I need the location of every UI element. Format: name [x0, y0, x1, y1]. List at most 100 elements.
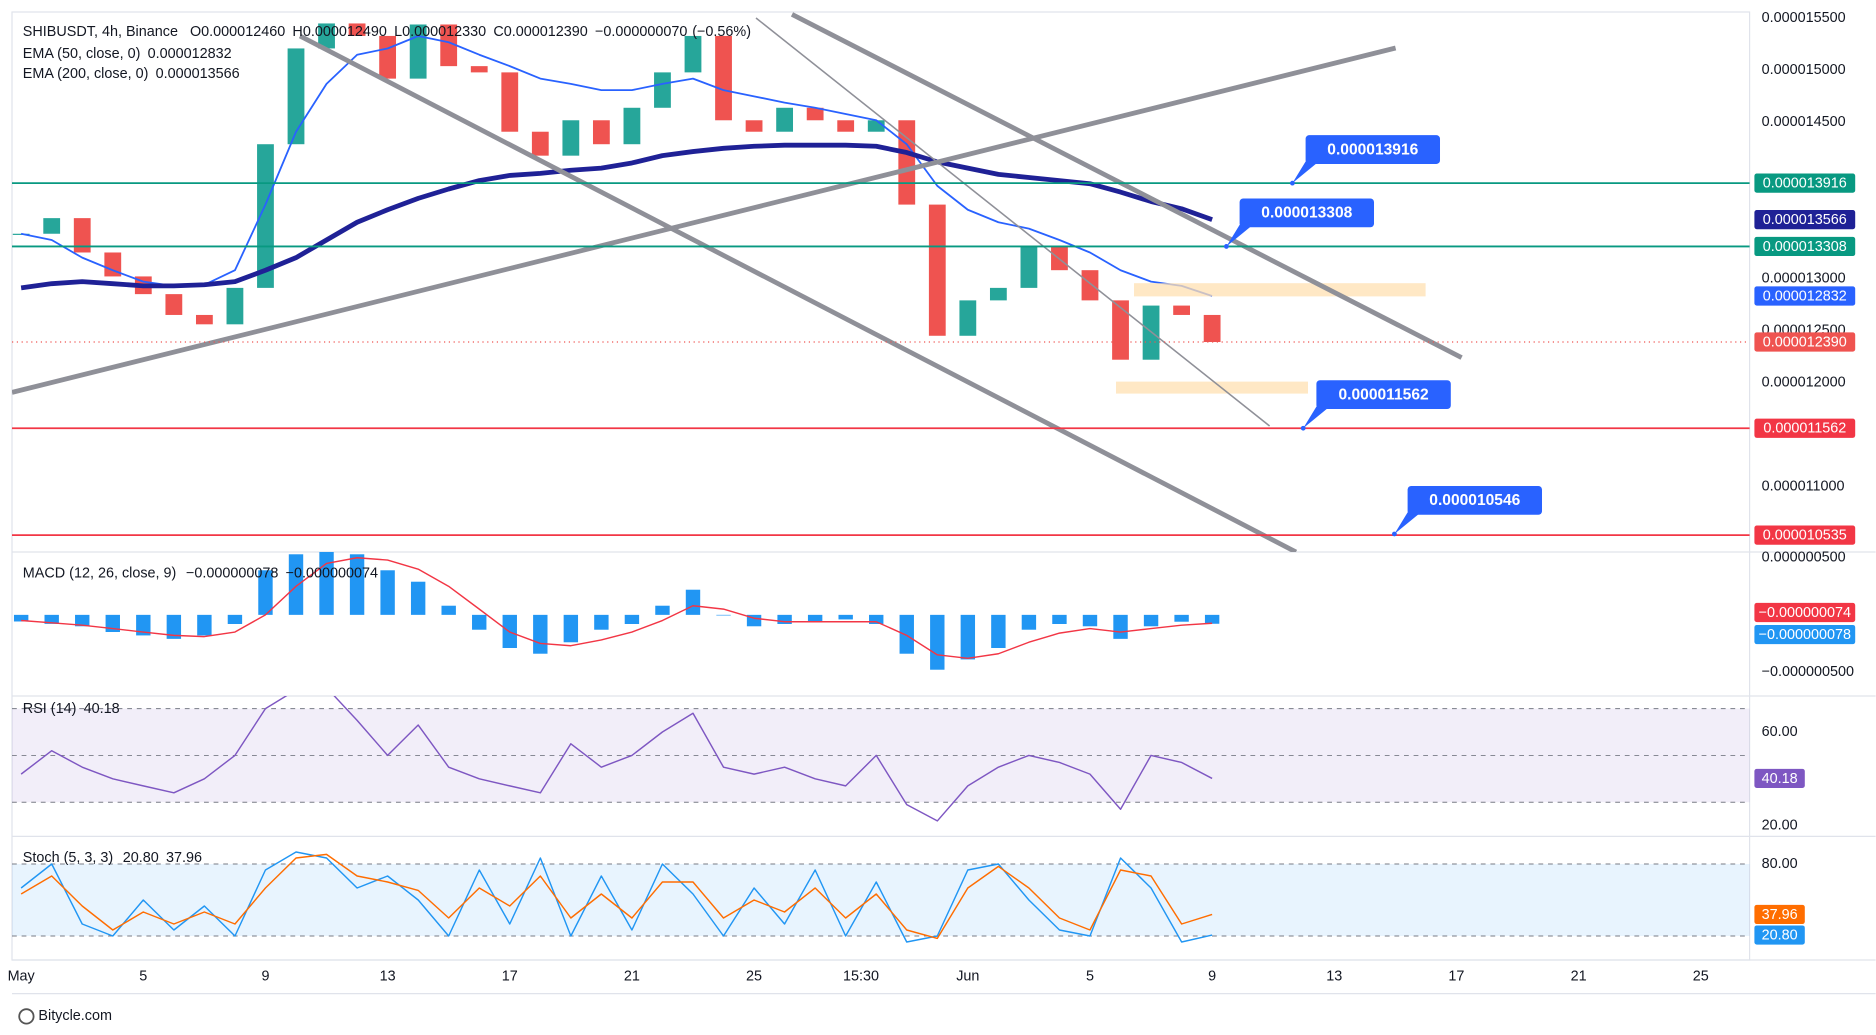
candle: [287, 48, 305, 145]
candle: [1020, 246, 1038, 288]
x-tick-label: 17: [1448, 969, 1464, 985]
macd-bar: [1082, 614, 1098, 627]
macd-bar: [533, 614, 548, 654]
price-tag: [1754, 904, 1805, 925]
macd-bar: [685, 589, 701, 615]
price-tag-text: 0.000013566: [1763, 212, 1847, 228]
macd-bar: [899, 614, 914, 654]
macd-bar: [624, 614, 640, 624]
callout-box: [1316, 380, 1451, 410]
candle: [1173, 305, 1190, 315]
macd-bar: [1174, 614, 1189, 622]
callout-box: [1407, 485, 1543, 515]
stoch-k-line: [20, 851, 1213, 943]
candle: [104, 252, 122, 277]
ema-line: [20, 35, 1213, 297]
macd-bar: [655, 605, 670, 615]
candle: [684, 35, 702, 73]
price-tag-text: 0.000011562: [1763, 421, 1846, 437]
macd-bar: [1021, 614, 1037, 630]
price-tag-text: 0.000013308: [1763, 239, 1847, 255]
legend-text: 0.000012330: [402, 24, 486, 40]
macd-bar: [288, 554, 304, 615]
legend-text: 0.000012832: [148, 46, 232, 62]
price-tag: [1754, 236, 1856, 257]
drawings: [12, 12, 1463, 552]
legend-text: −0.000000070: [595, 24, 687, 40]
candle: [959, 300, 977, 336]
callout-text: 0.000013916: [1327, 141, 1418, 158]
candle: [501, 72, 519, 132]
footer: Bitycle.com: [18, 1008, 112, 1025]
legend-text: −0.000000074: [286, 565, 378, 581]
macd-bar: [746, 614, 762, 627]
candle: [165, 294, 183, 315]
y-tick-label: 0.000011000: [1762, 479, 1845, 495]
price-tag-text: 40.18: [1762, 771, 1798, 787]
y-tick-label: 0.000014500: [1762, 114, 1846, 130]
callout-text: 0.000011562: [1339, 386, 1430, 403]
candle: [73, 218, 91, 253]
ema-line: [20, 142, 1213, 291]
y-tick-label: 0.000015500: [1762, 10, 1846, 26]
legend-text: H: [292, 24, 302, 40]
logo: [18, 1008, 35, 1025]
price-tag: [1754, 525, 1856, 545]
x-tick-label: 9: [261, 969, 269, 985]
callout-anchor: [1224, 244, 1229, 249]
candle: [562, 120, 580, 156]
legend-text: (−0.56%): [692, 24, 751, 40]
candle: [867, 120, 885, 132]
macd-bar: [716, 614, 731, 616]
x-tick-label: 21: [1571, 969, 1587, 985]
labels: 0.000013916 0.000013916 0.000013308 0.00001…: [23, 24, 1856, 945]
price-tag-text: 20.80: [1762, 927, 1798, 943]
macd-bar: [1204, 614, 1220, 624]
x-tick-label: 15:30: [843, 969, 879, 985]
macd-bar: [807, 614, 823, 622]
macd-bar: [349, 554, 365, 615]
candle: [654, 72, 671, 108]
macd-bar: [44, 614, 59, 624]
trendline: [755, 17, 1271, 427]
callout-anchor: [1290, 180, 1295, 186]
support-zone: [1116, 381, 1309, 394]
macd-bar: [410, 581, 426, 615]
stoch-d-line: [20, 853, 1213, 940]
price-tag: [1754, 332, 1856, 352]
y-tick-label: 60.00: [1762, 724, 1798, 740]
price-tag-text: 0.000010535: [1763, 528, 1847, 544]
macd-bar: [1143, 614, 1159, 627]
macd-bar: [166, 614, 182, 639]
legend-text: 37.96: [166, 850, 202, 866]
macd-bar: [838, 614, 853, 620]
legend-text: C: [493, 24, 503, 40]
legend-text: 20.80: [123, 850, 159, 866]
price-tag: [1754, 925, 1805, 945]
x-tick-label: 5: [139, 969, 147, 985]
price-tag-text: 37.96: [1762, 907, 1798, 923]
callout-box: [1305, 135, 1441, 164]
callout-pointer: [1303, 406, 1330, 429]
candle: [592, 120, 610, 145]
candle: [806, 107, 824, 121]
macd-bar: [777, 614, 792, 624]
macd-bar: [1052, 614, 1067, 624]
macd-bar: [930, 614, 945, 670]
macd-pane: [13, 552, 1220, 670]
macd-bar: [227, 614, 243, 624]
candle: [348, 23, 366, 36]
legend-text: EMA (200, close, 0): [23, 66, 149, 82]
price-tag: [1754, 624, 1856, 645]
levels: [12, 182, 1750, 537]
candle: [1112, 300, 1129, 360]
x-tick-label: 21: [624, 969, 640, 985]
candle: [318, 23, 335, 49]
macd-signal-line: [21, 557, 1213, 660]
callout-text: 0.000010546: [1429, 492, 1520, 509]
macd-bar: [472, 614, 487, 630]
trendline: [790, 12, 1463, 360]
candle: [715, 35, 732, 121]
y-tick-label: −0.000000500: [1762, 664, 1854, 680]
